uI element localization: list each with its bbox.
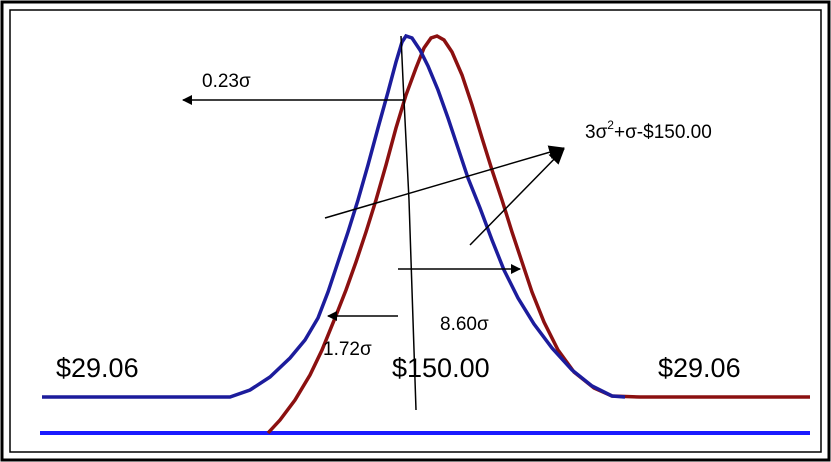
formula-exponent: 2: [607, 118, 614, 132]
label-price-center: $150.00: [392, 353, 490, 383]
formula-base: 3σ: [585, 122, 608, 143]
arrow-formula-long: [324, 145, 565, 219]
arrow-formula-short: [469, 148, 565, 246]
label-1-72-sigma: 1.72σ: [323, 339, 372, 360]
label-8-60-sigma: 8.60σ: [440, 314, 489, 335]
red-distribution-curve: [266, 34, 810, 435]
label-formula: 3σ2+σ-$150.00: [585, 118, 712, 143]
label-price-left: $29.06: [56, 353, 139, 383]
label-price-right: $29.06: [658, 353, 741, 383]
inner-border: [9, 9, 822, 453]
blue-distribution-curve: [42, 33, 626, 399]
label-0-23-sigma: 0.23σ: [202, 71, 251, 92]
mean-reference-line: [400, 35, 417, 411]
formula-rest: +σ-$150.00: [614, 122, 712, 143]
